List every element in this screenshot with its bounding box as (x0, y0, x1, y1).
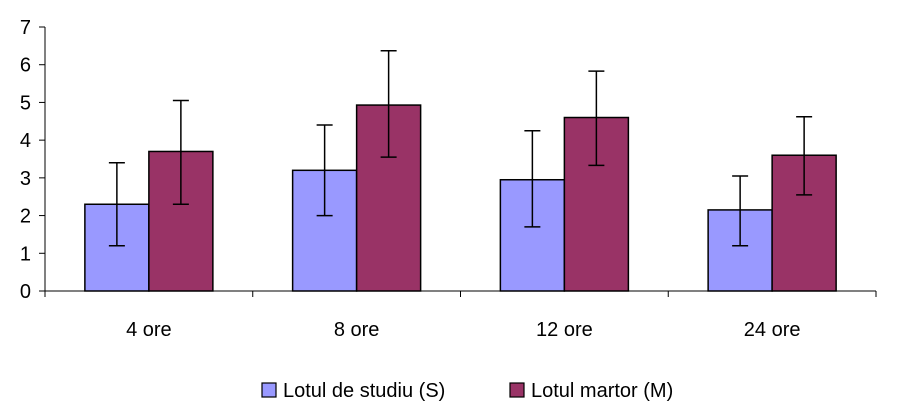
x-tick-label: 12 ore (536, 319, 593, 341)
legend-label: Lotul de studiu (S) (283, 380, 445, 402)
error-bar (524, 129, 541, 228)
y-axis-ticks: 0 1 2 3 4 5 6 7 (20, 17, 45, 303)
error-bar (732, 175, 749, 247)
bars (84, 104, 837, 292)
y-tick-label: 3 (20, 168, 31, 190)
y-tick-label: 5 (20, 92, 31, 114)
error-bar (316, 124, 333, 217)
x-tick-label: 8 ore (334, 319, 380, 341)
legend-swatch (509, 382, 525, 398)
y-tick-label: 4 (20, 130, 31, 152)
error-bar (380, 50, 397, 158)
x-tick-label: 4 ore (126, 319, 172, 341)
error-bar (108, 162, 125, 247)
y-tick-label: 7 (20, 17, 31, 39)
error-bar (172, 99, 189, 206)
error-bar (796, 116, 813, 196)
y-tick-label: 1 (20, 243, 31, 265)
error-bars (108, 50, 813, 247)
y-tick-label: 2 (20, 206, 31, 228)
legend: Lotul de studiu (S) Lotul martor (M) (261, 380, 673, 402)
y-tick-label: 6 (20, 55, 31, 77)
error-bar (588, 70, 605, 167)
legend-label: Lotul martor (M) (531, 380, 673, 402)
y-tick-label: 0 (20, 281, 31, 303)
x-tick-label: 24 ore (744, 319, 801, 341)
category-labels: 4 ore 8 ore 12 ore 24 ore (126, 319, 800, 341)
legend-swatch (261, 382, 277, 398)
x-axis-ticks (44, 291, 877, 297)
